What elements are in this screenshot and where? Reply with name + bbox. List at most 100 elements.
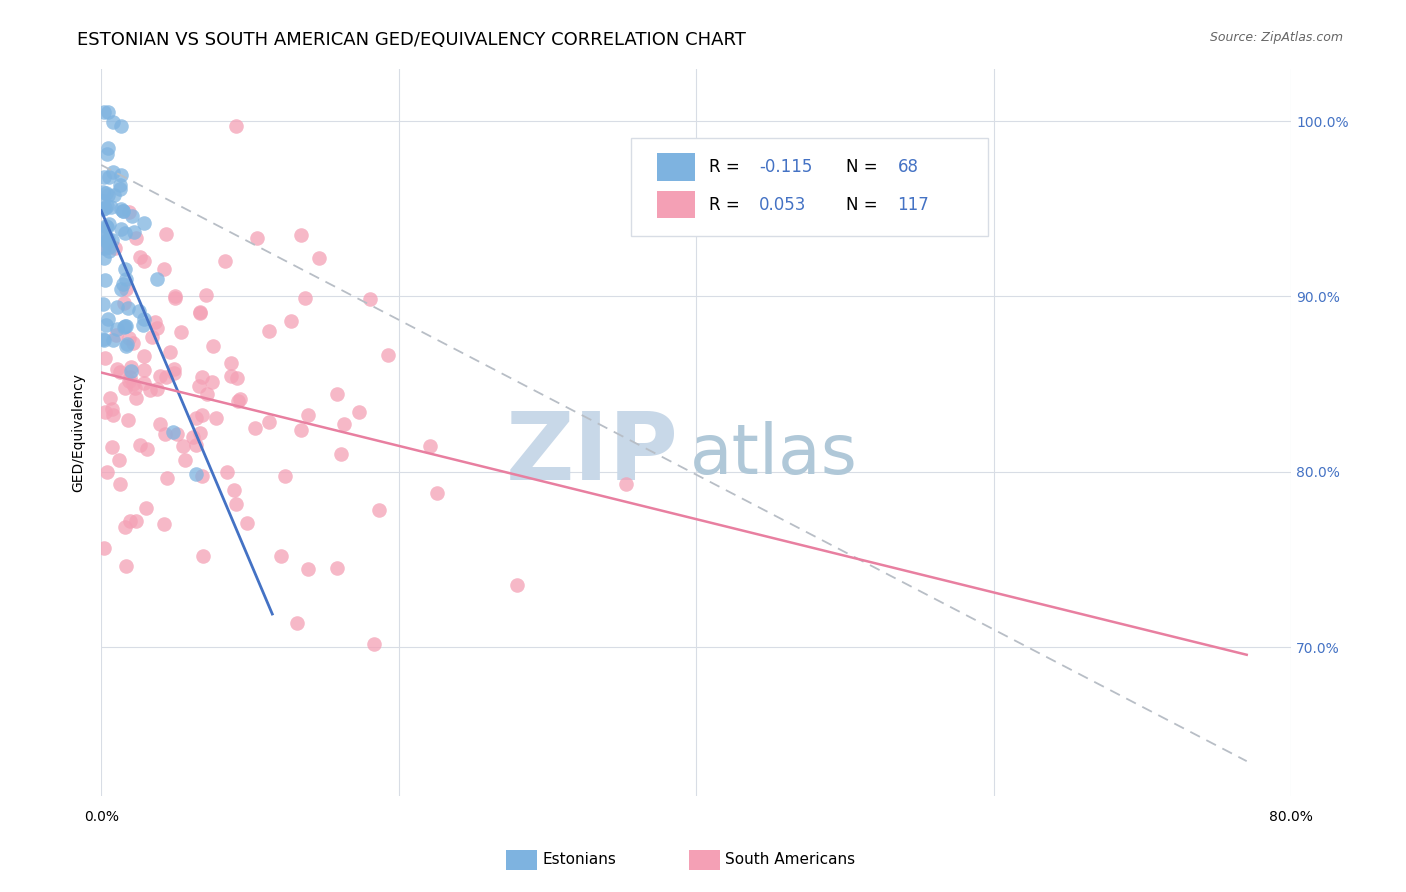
Point [93,333,115,347]
Y-axis label: GED/Equivalency: GED/Equivalency [72,373,86,491]
Point [107,362,129,376]
Point [108,178,131,193]
Point [115,337,138,351]
Point [101,233,124,247]
Point [103,333,125,347]
Point [205,410,228,425]
Point [132,363,155,377]
Text: -0.115: -0.115 [759,158,813,176]
Text: 0.053: 0.053 [759,195,807,213]
Point [108,182,131,196]
Point [132,216,155,230]
Point [93,241,115,255]
Point [214,254,236,268]
Point [105,300,128,314]
Point [114,318,136,333]
Point [112,204,135,219]
Point [153,517,176,532]
Point [96,235,118,249]
Point [149,417,172,432]
Point [93,251,115,265]
Point [143,316,166,330]
Point [110,202,132,216]
Text: 68: 68 [897,158,918,176]
Point [93,541,115,555]
Text: Estonians: Estonians [543,853,617,867]
Point [112,203,135,218]
Point [108,453,131,467]
Point [97,217,120,231]
Point [101,165,124,179]
Text: atlas: atlas [690,421,858,488]
Point [225,497,247,511]
Point [191,370,214,384]
Point [188,425,211,440]
Point [174,452,197,467]
Point [120,369,142,384]
Point [91,202,114,217]
Point [181,430,204,444]
Point [91,333,114,347]
Point [110,168,132,182]
Point [419,439,441,453]
Point [426,486,449,500]
Point [134,311,156,326]
Point [91,185,114,199]
Point [135,442,157,456]
Point [149,369,172,384]
Point [363,637,385,651]
Point [97,232,120,246]
Point [114,339,136,353]
Text: 0.0%: 0.0% [84,810,118,824]
Point [104,241,127,255]
Point [146,272,169,286]
Point [115,318,138,333]
Point [96,147,118,161]
Point [101,115,124,129]
Point [93,169,115,184]
Point [91,240,114,254]
Point [108,477,131,491]
Point [125,391,148,405]
Point [145,321,167,335]
Point [163,361,186,376]
Point [134,350,156,364]
Point [128,303,150,318]
Point [96,200,118,214]
Point [103,188,125,202]
Point [170,325,193,339]
Point [98,391,121,405]
Point [219,356,242,370]
Point [112,277,135,292]
Point [257,325,280,339]
Point [96,234,118,248]
Point [141,330,163,344]
Point [105,321,128,335]
Point [257,415,280,429]
Point [121,209,143,223]
Point [165,288,187,302]
Point [201,339,224,353]
Point [115,272,138,286]
Point [294,291,316,305]
Point [100,401,122,416]
Point [120,364,142,378]
Point [166,427,188,442]
Point [246,231,269,245]
Point [270,549,292,563]
Point [120,514,142,528]
Point [297,409,319,423]
Point [155,227,177,241]
Point [110,119,132,133]
Point [117,413,139,427]
Text: R =: R = [710,158,745,176]
Point [326,561,349,575]
Point [308,252,330,266]
Point [280,314,302,328]
Point [162,425,184,439]
Point [97,105,120,120]
Point [114,226,136,240]
Point [359,292,381,306]
Point [367,502,389,516]
Point [290,227,312,242]
